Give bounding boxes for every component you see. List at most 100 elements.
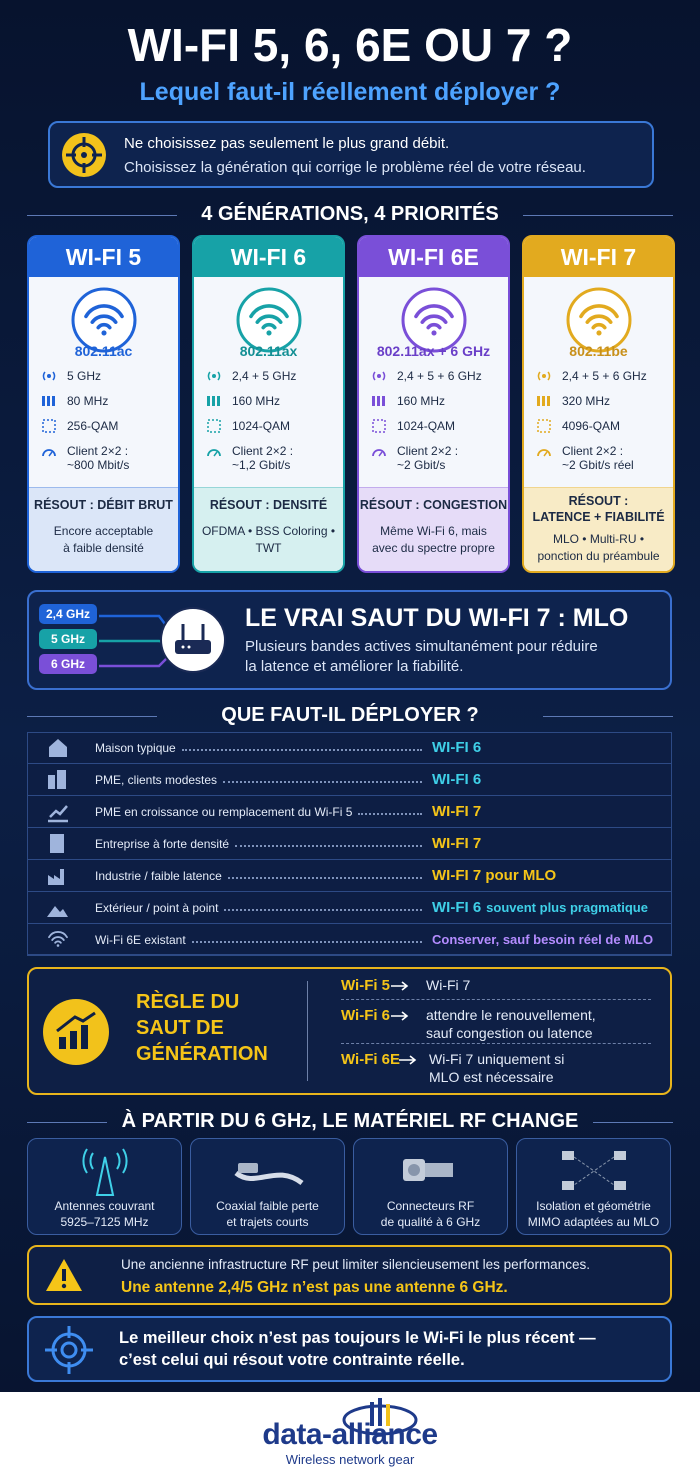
row-choice: WI-FI 6 xyxy=(432,898,482,916)
resolves-title: RÉSOUT : DÉBIT BRUT xyxy=(34,498,173,512)
mlo-text: Plusieurs bandes actives simultanément p… xyxy=(245,638,598,655)
resolves-title: RÉSOUT : DENSITÉ xyxy=(209,498,328,512)
choice: WI-FI 7 xyxy=(432,835,672,853)
band-pill: 6 GHz xyxy=(39,654,97,674)
spec-icon xyxy=(537,419,551,433)
row-icon xyxy=(48,930,68,947)
spec-row: 1024-QAM xyxy=(206,418,343,434)
spec-text: 1024-QAM xyxy=(397,419,456,433)
section-heading: 4 GÉNÉRATIONS, 4 PRIORITÉS xyxy=(201,203,499,225)
spec-row: 4096-QAM xyxy=(536,418,673,434)
rf-text: Connecteurs RF xyxy=(386,1199,475,1213)
client: Client 2×2 : ~1,2 Gbit/s xyxy=(232,444,293,472)
row-label: Extérieur / point à point xyxy=(95,900,219,915)
standard: 802.11be xyxy=(569,343,628,359)
conclusion-box: Le meilleur choix n’est pas toujours le … xyxy=(27,1316,672,1382)
rule-sep xyxy=(341,999,651,1000)
spec-text: 2,4 + 5 GHz xyxy=(232,369,297,383)
rf-text: Antennes couvrant xyxy=(54,1199,155,1213)
leader xyxy=(224,908,422,911)
spec-row: Client 2×2 : ~1,2 Gbit/s xyxy=(206,444,343,472)
leader xyxy=(358,812,422,815)
deploy-row: Maison typique WI-FI 6 xyxy=(27,732,672,764)
wifi-icon xyxy=(236,287,302,353)
choice: WI-FI 6 xyxy=(432,739,672,757)
spec-row: 160 MHz xyxy=(206,393,343,409)
spec-text: 4096-QAM xyxy=(562,419,621,433)
heading-rule xyxy=(543,716,673,717)
spec-icon xyxy=(372,449,386,457)
heading-rule xyxy=(27,1122,107,1123)
router-icon xyxy=(160,607,226,673)
target-icon xyxy=(45,1326,93,1374)
leader xyxy=(227,876,422,879)
resolves-text: à faible densité xyxy=(63,541,144,555)
spec-text: Client 2×2 : xyxy=(67,444,129,458)
section-heading: QUE FAUT-IL DÉPLOYER ? xyxy=(221,704,479,726)
choice: WI-FI 6 xyxy=(432,771,672,789)
row-choice: WI-FI 7 pour MLO xyxy=(432,866,557,884)
card-header: WI-FI 7 xyxy=(524,237,673,277)
rf-icon xyxy=(562,1151,626,1190)
spec-row: 1024-QAM xyxy=(371,418,508,434)
standard: 802.11ac xyxy=(74,343,133,359)
spec-icon xyxy=(207,396,220,406)
generation-card: WI-FI 7 802.11be 2,4 + 5 + 6 GHz 320 MHz 409… xyxy=(522,235,675,573)
growth-icon xyxy=(43,999,109,1065)
target-icon xyxy=(62,133,106,177)
resolves-title: RÉSOUT : CONGESTION xyxy=(359,498,508,512)
leader xyxy=(191,940,422,943)
row-icon xyxy=(48,804,68,822)
wifi-icon xyxy=(401,287,467,353)
resolves-text: avec du spectre propre xyxy=(372,541,495,555)
spec-text: 2,4 + 5 + 6 GHz xyxy=(562,369,647,383)
row-icon xyxy=(48,769,66,789)
row-choice: WI-FI 6 xyxy=(432,770,482,788)
row-choice: WI-FI 7 xyxy=(432,802,482,820)
rule-from: Wi-Fi 5 xyxy=(341,977,391,994)
row-icon xyxy=(48,868,64,885)
tagline: Wireless network gear xyxy=(285,1452,415,1467)
rf-icon xyxy=(234,1163,304,1186)
heading-rule xyxy=(523,215,673,216)
row-choice: WI-FI 6 xyxy=(432,738,482,756)
mlo-text: la latence et améliorer la fiabilité. xyxy=(245,658,464,675)
deploy-row: Extérieur / point à point WI-FI 6 souvent … xyxy=(27,892,672,924)
deploy-row: Wi-Fi 6E existant Conserver, sauf besoin … xyxy=(27,924,672,956)
rf-card: Coaxial faible perte et trajets courts xyxy=(190,1138,345,1235)
card-header: WI-FI 6 xyxy=(194,237,343,277)
spec-icon xyxy=(42,371,56,381)
resolves-text: Encore acceptable xyxy=(53,524,154,538)
spec-text: Client 2×2 : xyxy=(562,444,624,458)
warning-text: Une ancienne infrastructure RF peut limi… xyxy=(121,1257,590,1272)
intro-line: Ne choisissez pas seulement le plus gran… xyxy=(124,135,450,152)
spec-text: 160 MHz xyxy=(232,394,281,408)
standard: 802.11ax + 6 GHz xyxy=(376,343,491,359)
choice: WI-FI 7 pour MLO xyxy=(432,867,672,885)
spec-icon xyxy=(42,396,55,406)
rf-text: et trajets courts xyxy=(226,1215,309,1229)
rule-to: Wi-Fi 7 uniquement si xyxy=(429,1051,565,1067)
rule-to: MLO est nécessaire xyxy=(429,1069,554,1085)
resolves-box: RÉSOUT : LATENCE + FIABILITÉ MLO • Multi-R… xyxy=(524,487,673,571)
resolves-box: RÉSOUT : DENSITÉ OFDMA • BSS Coloring • TW… xyxy=(194,487,343,571)
resolves-text: Même Wi-Fi 6, mais xyxy=(380,524,487,538)
rule-sep xyxy=(341,1043,651,1044)
rule-to: Wi-Fi 7 xyxy=(426,977,471,993)
spec-text: 1024-QAM xyxy=(232,419,291,433)
resolves-box: RÉSOUT : CONGESTION Même Wi-Fi 6, mais ave… xyxy=(359,487,508,571)
row-label: Maison typique xyxy=(95,740,176,755)
rule-box: RÈGLE DU SAUT DE GÉNÉRATION Wi-Fi 5 Wi-Fi 7 W… xyxy=(27,967,672,1095)
deploy-row: PME, clients modestes WI-FI 6 xyxy=(27,764,672,796)
client: Client 2×2 : ~800 Mbit/s xyxy=(67,444,129,472)
row-icon xyxy=(49,738,67,757)
rf-card: Connecteurs RF de qualité à 6 GHz xyxy=(353,1138,508,1235)
table-frame xyxy=(27,732,672,955)
spec-row: 2,4 + 5 + 6 GHz xyxy=(371,368,508,384)
rf-text: Isolation et géométrie xyxy=(536,1199,651,1213)
warning-icon xyxy=(46,1259,82,1291)
row-label: PME, clients modestes xyxy=(95,772,218,787)
deploy-row: Entreprise à forte densité WI-FI 7 xyxy=(27,828,672,860)
resolves-box: RÉSOUT : DÉBIT BRUT Encore acceptable à fa… xyxy=(29,487,178,571)
